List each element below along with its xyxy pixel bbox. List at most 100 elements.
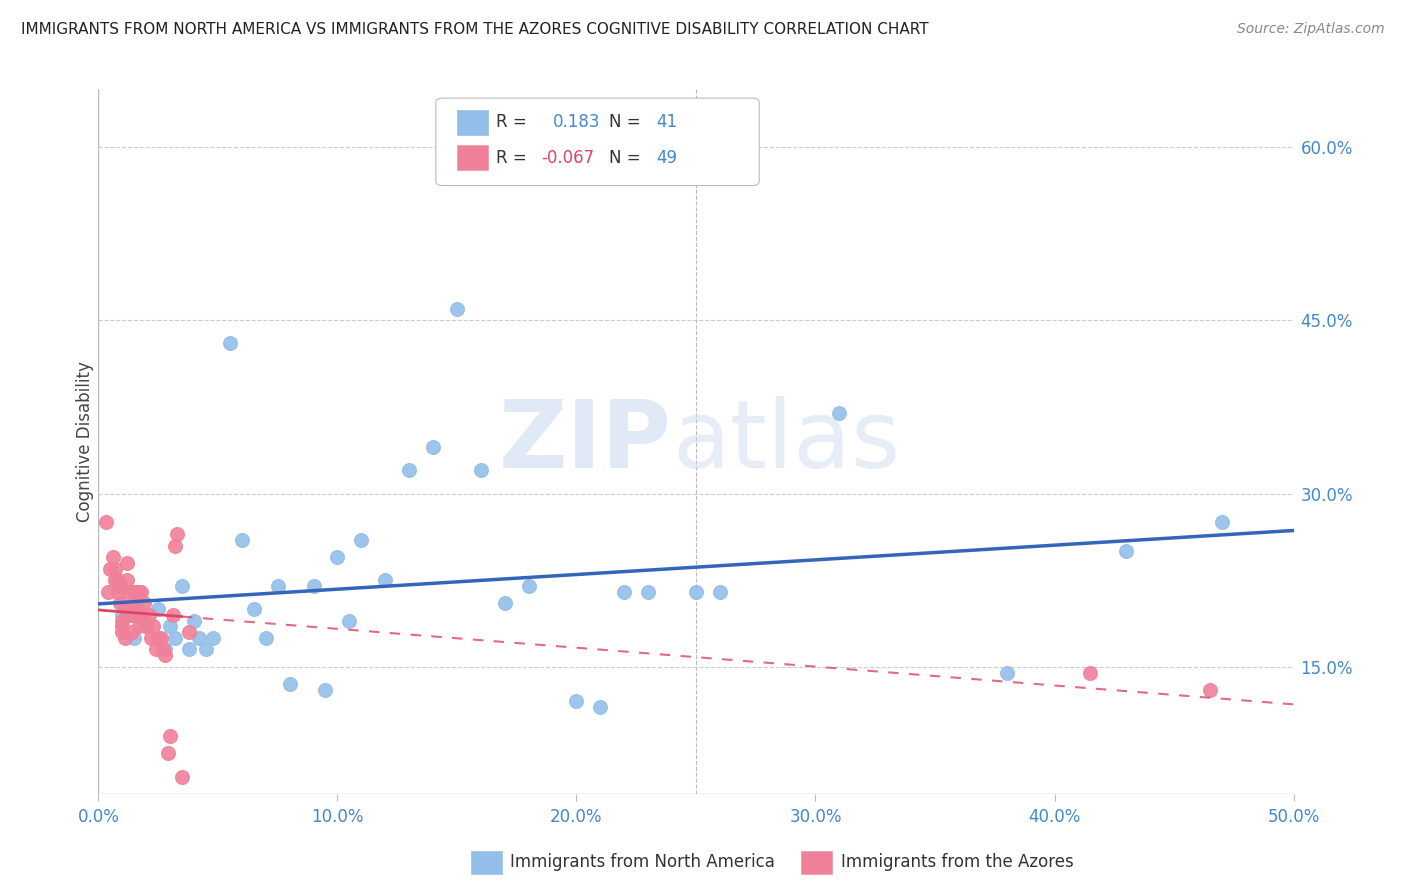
Text: IMMIGRANTS FROM NORTH AMERICA VS IMMIGRANTS FROM THE AZORES COGNITIVE DISABILITY: IMMIGRANTS FROM NORTH AMERICA VS IMMIGRA… [21, 22, 929, 37]
Point [254, 631, 277, 645]
Point [637, 584, 659, 599]
Point [98, 561, 122, 575]
Point [278, 677, 301, 691]
Point [446, 301, 468, 316]
Point [183, 614, 205, 628]
Point [114, 602, 136, 616]
Point [828, 406, 851, 420]
Point [709, 584, 731, 599]
Point [121, 607, 143, 622]
Point [1080, 665, 1102, 680]
Text: N =: N = [609, 113, 640, 131]
Point [142, 619, 165, 633]
Point [111, 614, 134, 628]
Text: N =: N = [609, 149, 640, 167]
Text: R =: R = [496, 113, 527, 131]
Point [152, 642, 174, 657]
Point [315, 682, 337, 697]
Point [124, 596, 146, 610]
Point [195, 642, 218, 657]
Point [172, 770, 194, 784]
Point [131, 607, 153, 622]
Point [302, 579, 325, 593]
Point [243, 602, 266, 616]
Point [118, 607, 141, 622]
Point [166, 527, 188, 541]
Point [114, 631, 136, 645]
Y-axis label: Cognitive Disability: Cognitive Disability [76, 361, 94, 522]
Point [159, 619, 181, 633]
Point [339, 614, 361, 628]
Point [94, 516, 117, 530]
Point [128, 584, 150, 599]
Point [135, 619, 157, 633]
Point [163, 631, 186, 645]
Point [115, 573, 138, 587]
Text: 41: 41 [657, 113, 678, 131]
Point [187, 631, 209, 645]
Point [148, 602, 170, 616]
Point [111, 607, 134, 622]
Text: R =: R = [496, 149, 527, 167]
Point [398, 463, 420, 477]
Point [219, 336, 242, 351]
Point [422, 440, 444, 454]
Point [172, 579, 194, 593]
Point [163, 539, 186, 553]
Point [111, 625, 134, 640]
Point [162, 607, 184, 622]
Text: Immigrants from the Azores: Immigrants from the Azores [841, 853, 1074, 871]
Point [1115, 544, 1137, 558]
Point [613, 584, 636, 599]
Point [132, 614, 155, 628]
Point [267, 579, 290, 593]
Point [1199, 682, 1222, 697]
Point [97, 584, 120, 599]
Point [149, 631, 172, 645]
Point [148, 631, 170, 645]
Text: Immigrants from North America: Immigrants from North America [510, 853, 775, 871]
Text: 49: 49 [657, 149, 678, 167]
Point [589, 700, 612, 714]
Point [107, 584, 129, 599]
Point [135, 619, 157, 633]
Point [104, 573, 127, 587]
Point [125, 602, 148, 616]
Point [350, 533, 373, 547]
Point [494, 596, 516, 610]
Point [115, 556, 138, 570]
Point [159, 729, 181, 743]
Point [108, 579, 131, 593]
Point [155, 642, 177, 657]
Point [565, 694, 588, 708]
Point [138, 607, 160, 622]
Point [131, 584, 153, 599]
Point [374, 573, 396, 587]
Point [179, 625, 201, 640]
Point [118, 584, 141, 599]
Point [125, 584, 148, 599]
Point [1211, 516, 1233, 530]
Point [128, 619, 150, 633]
Point [995, 665, 1018, 680]
Point [179, 642, 201, 657]
Point [155, 648, 177, 663]
Point [202, 631, 225, 645]
Point [111, 619, 134, 633]
Point [107, 573, 129, 587]
Point [231, 533, 253, 547]
Text: 0.183: 0.183 [553, 113, 600, 131]
Point [326, 550, 349, 565]
Point [124, 584, 146, 599]
Point [104, 561, 127, 575]
Text: -0.067: -0.067 [541, 149, 595, 167]
Text: Source: ZipAtlas.com: Source: ZipAtlas.com [1237, 22, 1385, 37]
Point [517, 579, 540, 593]
Point [470, 463, 492, 477]
Point [132, 596, 155, 610]
Point [156, 747, 179, 761]
Point [685, 584, 707, 599]
Point [139, 631, 162, 645]
Point [124, 631, 146, 645]
Point [101, 550, 124, 565]
